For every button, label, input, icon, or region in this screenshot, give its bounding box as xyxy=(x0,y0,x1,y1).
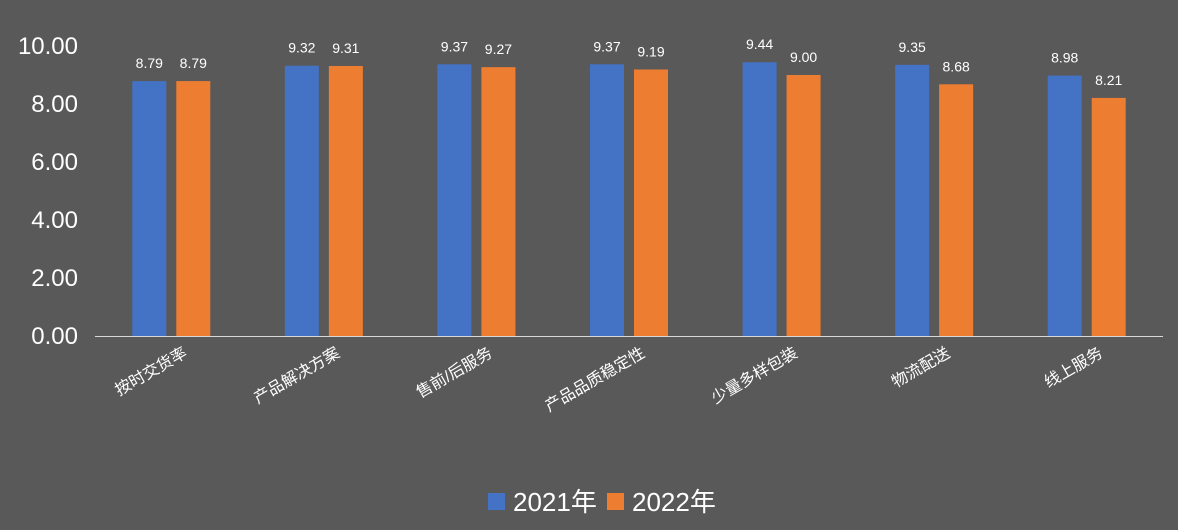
data-label: 9.00 xyxy=(790,49,817,65)
y-axis: 0.00 2.00 4.00 6.00 8.00 10.00 xyxy=(18,33,78,350)
data-label: 9.27 xyxy=(485,41,512,57)
data-labels: 8.79 8.79 9.32 9.31 9.37 9.27 9.37 9.19 9.44 9.00… xyxy=(136,36,1123,88)
x-axis-labels: 按时交货率 产品解决方案 售前/后服务 产品品质稳定性 少量多样包装 物流配送 线上服务 xyxy=(112,344,1106,416)
x-tick-label: 少量多样包装 xyxy=(708,344,800,408)
data-label: 8.21 xyxy=(1095,72,1122,88)
y-tick-label: 2.00 xyxy=(31,265,78,292)
bar-series-1 xyxy=(437,64,472,337)
bar-series-1 xyxy=(1047,75,1082,336)
x-tick-label: 线上服务 xyxy=(1041,344,1105,392)
bar-series-1 xyxy=(590,64,624,337)
bar-series-2 xyxy=(634,69,668,337)
legend-label: 2021年 xyxy=(513,487,597,517)
y-tick-label: 6.00 xyxy=(31,149,78,176)
y-tick-label: 4.00 xyxy=(31,207,78,234)
x-tick-label: 按时交货率 xyxy=(112,344,190,400)
bar-series-1 xyxy=(132,81,167,336)
bar-series-2 xyxy=(939,84,974,336)
y-tick-label: 8.00 xyxy=(31,91,78,118)
bar-series-1 xyxy=(895,64,930,336)
bar-series-1 xyxy=(742,62,777,337)
bar-series-2 xyxy=(481,67,516,337)
x-tick-label: 售前/后服务 xyxy=(413,344,495,402)
y-tick-label: 0.00 xyxy=(31,323,78,350)
data-label: 9.31 xyxy=(332,40,359,56)
bar-series-2 xyxy=(1091,97,1126,336)
x-tick-label: 物流配送 xyxy=(889,344,953,392)
legend: 2021年 2022年 xyxy=(488,487,716,517)
bars xyxy=(132,62,1126,337)
x-tick-label: 产品解决方案 xyxy=(251,344,343,408)
bar-series-2 xyxy=(176,81,211,336)
legend-label: 2022年 xyxy=(632,487,716,517)
data-label: 9.37 xyxy=(441,38,468,54)
bar-series-1 xyxy=(284,65,319,336)
legend-swatch xyxy=(488,493,505,510)
data-label: 9.37 xyxy=(593,38,620,54)
data-label: 9.35 xyxy=(899,39,926,55)
x-tick-label: 产品品质稳定性 xyxy=(542,344,648,416)
data-label: 8.98 xyxy=(1051,50,1078,66)
data-label: 8.68 xyxy=(943,58,970,74)
legend-swatch xyxy=(607,493,624,510)
data-label: 8.79 xyxy=(180,55,207,71)
data-label: 9.44 xyxy=(746,36,773,52)
y-tick-label: 10.00 xyxy=(18,33,78,60)
data-label: 9.19 xyxy=(637,43,664,59)
bar-series-2 xyxy=(328,66,363,336)
data-label: 9.32 xyxy=(288,40,315,56)
bar-series-2 xyxy=(786,75,821,336)
data-label: 8.79 xyxy=(136,55,163,71)
